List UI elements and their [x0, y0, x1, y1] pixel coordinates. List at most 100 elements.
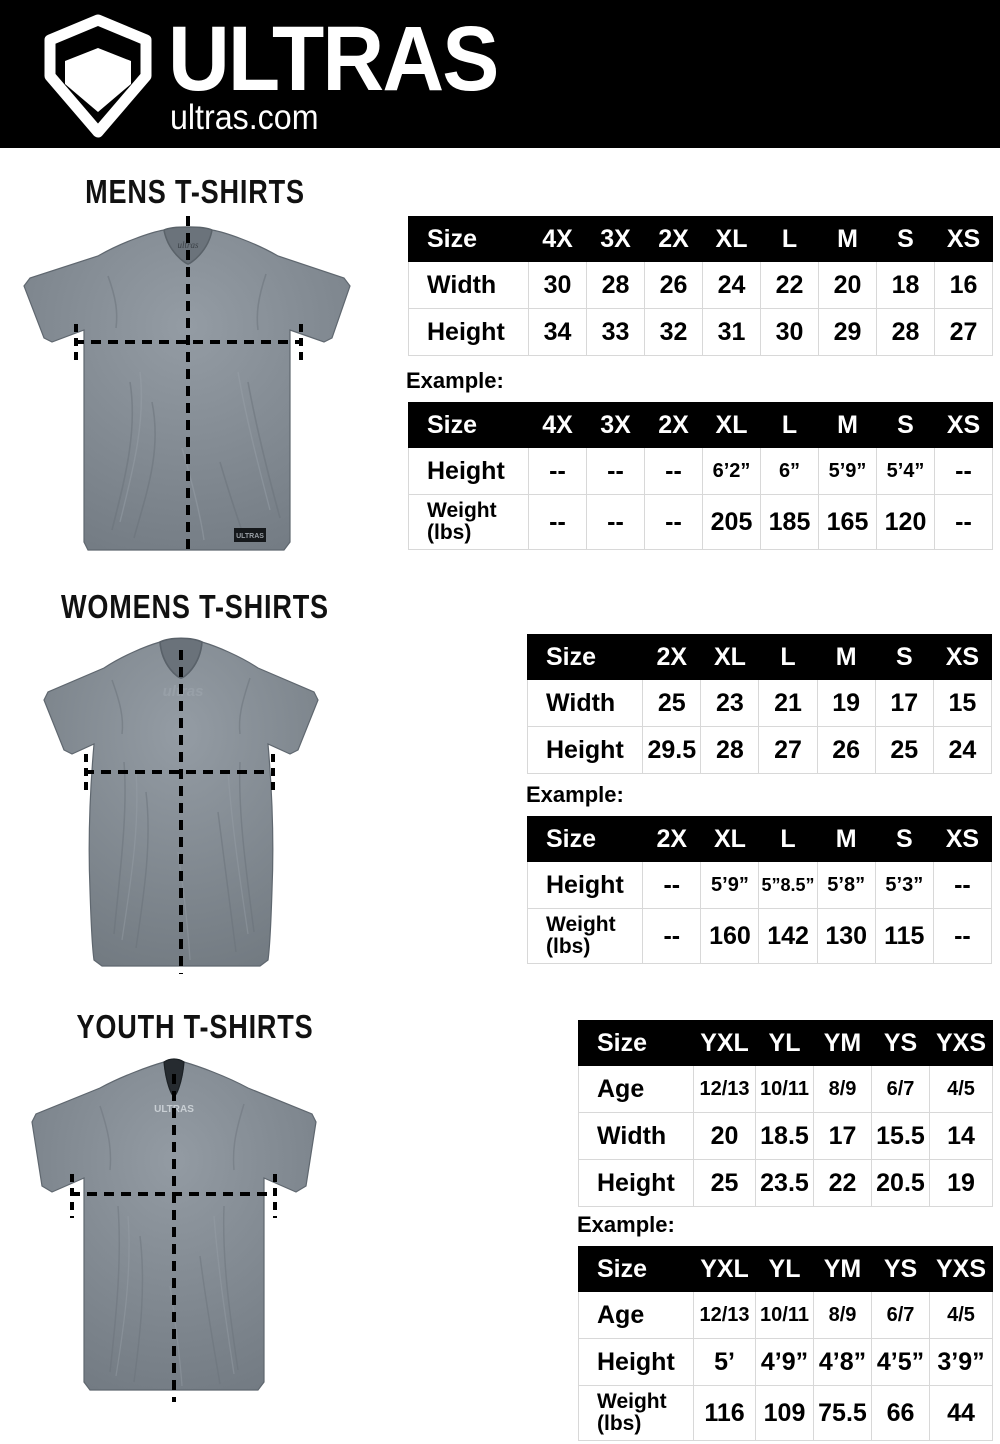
cell: 20	[818, 261, 877, 309]
cell: 28	[876, 308, 935, 356]
brand-header-bar: ULTRAS ultras.com	[0, 0, 1000, 148]
col-header-m: M	[818, 402, 877, 448]
table-header-row: Size YXL YL YM YS YXS	[578, 1020, 993, 1066]
row-label-weight: Weight (lbs)	[408, 494, 529, 550]
col-header-xs: XS	[932, 816, 993, 862]
cell: 4’5”	[871, 1338, 930, 1386]
table-header-row: Size YXL YL YM YS YXS	[578, 1246, 993, 1292]
table-header-row: Size 2X XL L M S XS	[526, 816, 993, 862]
cell: 26	[644, 261, 703, 309]
cell: 116	[693, 1385, 756, 1441]
col-header-size: Size	[578, 1246, 694, 1292]
cell: 28	[700, 726, 760, 774]
col-header-ys: YS	[871, 1246, 930, 1292]
col-header-m: M	[818, 216, 877, 262]
cell: 23	[700, 679, 760, 727]
cell: 14	[929, 1112, 993, 1160]
col-header-xs: XS	[932, 634, 993, 680]
row-label-weight-line2: (lbs)	[546, 935, 591, 958]
col-header-4x: 4X	[528, 216, 587, 262]
cell: --	[934, 494, 993, 550]
youth-tshirt-image: ULTRAS	[28, 1046, 378, 1418]
cell: 4’8”	[813, 1338, 872, 1386]
cell: 5’9”	[818, 447, 877, 495]
cell: 27	[934, 308, 993, 356]
cell: 109	[755, 1385, 814, 1441]
col-header-2x: 2X	[644, 402, 703, 448]
table-row: Height 5’ 4’9” 4’8” 4’5” 3’9”	[578, 1338, 993, 1386]
cell: 33	[586, 308, 645, 356]
cell: 5’3”	[874, 861, 934, 909]
cell: 16	[934, 261, 993, 309]
table-header-row: Size 4X 3X 2X XL L M S XS	[408, 402, 993, 448]
cell: 18	[876, 261, 935, 309]
cell: 130	[816, 908, 876, 964]
row-label-age: Age	[578, 1065, 694, 1113]
cell: 19	[929, 1159, 993, 1207]
cell: 25	[642, 679, 702, 727]
cell: 24	[932, 726, 993, 774]
row-label-weight-line1: Weight	[427, 498, 497, 522]
row-label-height: Height	[578, 1338, 694, 1386]
cell: 5’8”	[816, 861, 876, 909]
pentagon-shield-logo-icon	[36, 14, 160, 138]
cell: 5’9”	[700, 861, 760, 909]
row-label-height: Height	[526, 726, 644, 774]
example-label-womens: Example:	[526, 782, 624, 807]
col-header-xl: XL	[700, 816, 760, 862]
brand-url: ultras.com	[170, 98, 319, 137]
col-header-s: S	[876, 216, 935, 262]
cell: 17	[813, 1112, 872, 1160]
row-label-width: Width	[526, 679, 644, 727]
cell: 160	[700, 908, 760, 964]
col-header-yl: YL	[755, 1246, 814, 1292]
cell: --	[932, 861, 993, 909]
col-header-xs: XS	[934, 216, 993, 262]
cell: 31	[702, 308, 761, 356]
cell: 20.5	[871, 1159, 930, 1207]
cell: 165	[818, 494, 877, 550]
cell: --	[586, 447, 645, 495]
col-header-xl: XL	[702, 216, 761, 262]
cell: 29	[818, 308, 877, 356]
col-header-2x: 2X	[642, 816, 702, 862]
row-label-weight-line2: (lbs)	[597, 1412, 642, 1435]
cell: 25	[693, 1159, 756, 1207]
cell: 205	[702, 494, 761, 550]
cell: --	[528, 494, 587, 550]
cell: 30	[528, 261, 587, 309]
col-header-l: L	[760, 402, 819, 448]
brand-name: ULTRAS	[168, 8, 499, 110]
col-header-ym: YM	[813, 1246, 872, 1292]
col-header-m: M	[816, 634, 876, 680]
col-header-xs: XS	[934, 402, 993, 448]
cell: 12/13	[693, 1291, 756, 1339]
cell: 28	[586, 261, 645, 309]
cell: --	[932, 908, 993, 964]
cell: 27	[758, 726, 818, 774]
cell: 5’4”	[876, 447, 935, 495]
row-label-weight-line2: (lbs)	[427, 521, 472, 544]
col-header-yl: YL	[755, 1020, 814, 1066]
col-header-yxl: YXL	[693, 1020, 756, 1066]
row-label-width: Width	[578, 1112, 694, 1160]
svg-text:ULTRAS: ULTRAS	[236, 533, 264, 540]
col-header-size: Size	[526, 634, 644, 680]
cell: 4’9”	[755, 1338, 814, 1386]
cell: 34	[528, 308, 587, 356]
cell: 8/9	[813, 1291, 872, 1339]
mens-size-table: Size 4X 3X 2X XL L M S XS Width 30 28 26…	[408, 216, 993, 356]
row-label-weight-line1: Weight	[597, 1389, 667, 1413]
cell: 142	[758, 908, 818, 964]
col-header-m: M	[816, 816, 876, 862]
col-header-size: Size	[578, 1020, 694, 1066]
col-header-yxl: YXL	[693, 1246, 756, 1292]
section-title-womens: WOMENS T-SHIRTS	[61, 588, 329, 625]
col-header-3x: 3X	[586, 216, 645, 262]
womens-tshirt-image: ultras	[28, 622, 368, 982]
table-row: Height 29.5 28 27 26 25 24	[526, 726, 993, 774]
svg-text:ultras: ultras	[177, 240, 199, 250]
table-row: Age 12/13 10/11 8/9 6/7 4/5	[578, 1291, 993, 1339]
row-label-height: Height	[408, 308, 529, 356]
col-header-2x: 2X	[642, 634, 702, 680]
